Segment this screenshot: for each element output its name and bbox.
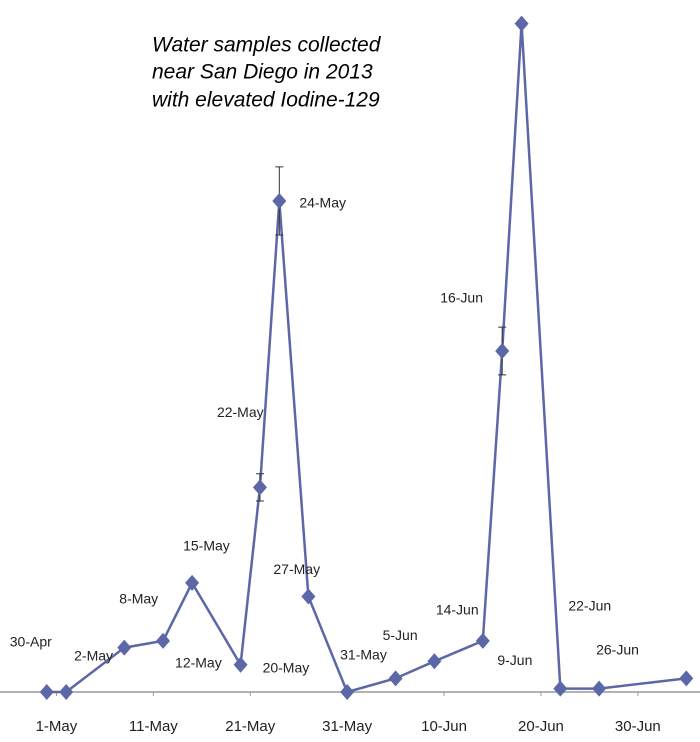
data-point (185, 574, 200, 591)
data-label: 9-Jun (497, 652, 532, 668)
data-label: 30-Apr (10, 634, 52, 650)
x-tick-label: 10-Jun (421, 718, 467, 735)
data-label: 20-May (263, 659, 310, 675)
data-label: 2-May (74, 648, 113, 664)
data-label: 26-Jun (596, 641, 639, 657)
data-label: 31-May (340, 647, 387, 663)
x-tick-label: 20-Jun (518, 718, 564, 735)
data-point (340, 684, 355, 700)
x-tick-label: 1-May (36, 718, 78, 735)
data-label: 22-Jun (568, 597, 611, 613)
x-tick-label: 11-May (129, 718, 178, 735)
data-line (46, 23, 687, 694)
data-point (553, 680, 568, 697)
data-label: 27-May (273, 561, 320, 577)
chart-title: with elevated Iodine-129 (152, 89, 380, 112)
data-label: 22-May (217, 404, 264, 420)
x-tick-label: 31-May (322, 718, 373, 735)
data-label: 8-May (119, 590, 158, 606)
data-label: 12-May (175, 655, 222, 671)
data-point (427, 653, 442, 670)
data-label: 5-Jun (383, 627, 418, 643)
data-point (514, 15, 529, 32)
data-label: 14-Jun (436, 602, 479, 618)
data-point (475, 632, 490, 649)
x-tick-label: 30-Jun (615, 718, 661, 735)
data-point (679, 670, 694, 687)
data-point (592, 680, 607, 697)
chart-title: Water samples collected (152, 34, 382, 57)
x-tick-label: 21-May (225, 718, 276, 735)
chart-title: near San Diego in 2013 (152, 61, 373, 84)
data-point (156, 632, 171, 649)
data-point (272, 192, 287, 209)
data-point (301, 588, 316, 605)
data-point (388, 670, 403, 687)
data-label: 24-May (299, 195, 346, 211)
data-point (233, 656, 248, 673)
data-point (117, 639, 132, 656)
data-label: 15-May (183, 538, 230, 554)
data-label: 16-Jun (440, 290, 483, 306)
data-point (252, 479, 267, 496)
data-point (59, 684, 74, 700)
data-point (39, 684, 54, 700)
data-point (495, 343, 510, 359)
